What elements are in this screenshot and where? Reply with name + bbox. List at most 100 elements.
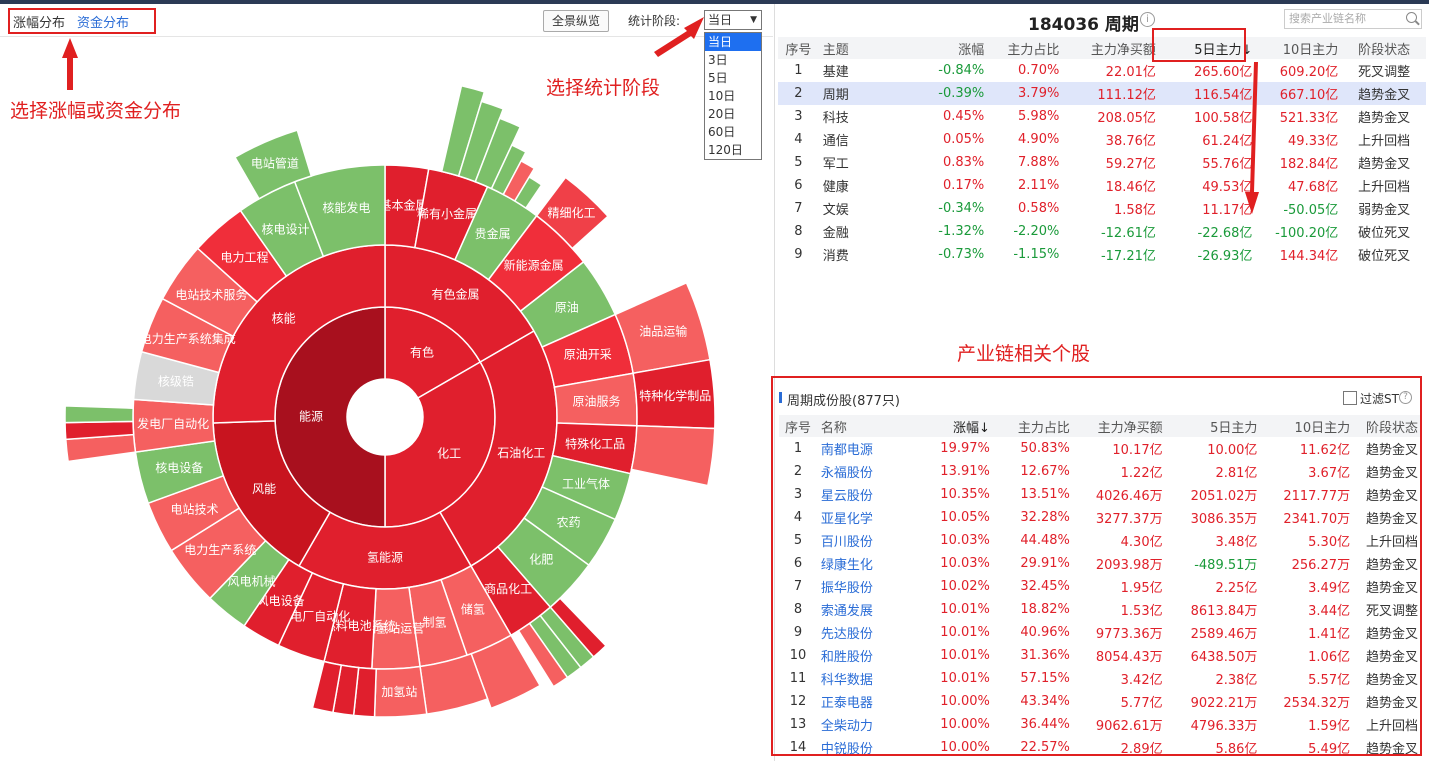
table-row[interactable]: 6 健康 0.17% 2.11% 18.46亿 49.53亿 47.68亿 上升回档: [778, 174, 1426, 197]
stock-name-link[interactable]: 正泰电器: [820, 696, 873, 711]
table-row[interactable]: 3 星云股份 10.35% 13.51% 4026.46万 2051.02万 2117.77…: [779, 483, 1420, 506]
help-icon[interactable]: ?: [1399, 391, 1412, 404]
period-option[interactable]: 20日: [708, 107, 736, 121]
period-select[interactable]: 当日 ▼: [704, 10, 762, 30]
table-row[interactable]: 2 永福股份 13.91% 12.67% 1.22亿 2.81亿 3.67亿 趋势金叉: [779, 460, 1420, 483]
row-net: 8054.43万: [1095, 650, 1163, 665]
row-theme[interactable]: 文娱: [822, 203, 849, 218]
sunburst-ring2-segment-label: 有色金属: [431, 286, 479, 301]
row-theme[interactable]: 军工: [822, 157, 849, 172]
period-option[interactable]: 60日: [708, 125, 736, 139]
row-theme[interactable]: 通信: [822, 134, 849, 149]
sunburst-ring3-segment-label: 稀有小金属: [417, 206, 477, 221]
row-theme[interactable]: 健康: [822, 180, 849, 195]
table-row[interactable]: 5 军工 0.83% 7.88% 59.27亿 55.76亿 182.84亿 趋势金叉: [778, 151, 1426, 174]
col-change[interactable]: 涨幅↓: [922, 415, 994, 437]
table-row[interactable]: 7 文娱 -0.34% 0.58% 1.58亿 11.17亿 -50.05亿 弱势金叉: [778, 197, 1426, 220]
stock-name-link[interactable]: 索通发展: [820, 604, 873, 619]
col-change[interactable]: 涨幅: [923, 37, 989, 59]
col-theme[interactable]: 主题: [818, 37, 924, 59]
overview-button[interactable]: 全景纵览: [543, 10, 609, 32]
table-row[interactable]: 3 科技 0.45% 5.98% 208.05亿 100.58亿 521.33亿 趋势金叉: [778, 105, 1426, 128]
table-row[interactable]: 8 金融 -1.32% -2.20% -12.61亿 -22.68亿 -100.20亿 破位死…: [778, 220, 1426, 243]
col-ratio[interactable]: 主力占比: [988, 37, 1064, 59]
row-no: 12: [789, 694, 807, 709]
stock-name-link[interactable]: 中锐股份: [820, 742, 873, 756]
sunburst-outer-segment[interactable]: [513, 175, 543, 210]
stock-name-link[interactable]: 亚星化学: [820, 512, 873, 527]
table-row[interactable]: 13 全柴动力 10.00% 36.44% 9062.61万 4796.33万 1.59亿上…: [779, 713, 1420, 736]
row-theme[interactable]: 科技: [822, 111, 849, 126]
period-option[interactable]: 3日: [708, 53, 728, 67]
sunburst-outer-segment[interactable]: [311, 660, 343, 714]
tab-rise-distribution[interactable]: 涨幅分布: [13, 15, 66, 31]
table-row[interactable]: 8 索通发展 10.01% 18.82% 1.53亿 8613.84万 3.44亿 死叉调整: [779, 598, 1420, 621]
col-10d[interactable]: 10日主力: [1261, 415, 1355, 437]
table-row[interactable]: 4 通信 0.05% 4.90% 38.76亿 61.24亿 49.33亿 上升回档: [778, 128, 1426, 151]
table-row[interactable]: 5 百川股份 10.03% 44.48% 4.30亿 3.48亿 5.30亿 上升回档: [779, 529, 1420, 552]
chain-search-input[interactable]: 搜索产业链名称: [1284, 9, 1422, 29]
row-change: 10.01%: [940, 671, 990, 686]
row-5d: 8613.84万: [1190, 604, 1258, 619]
highlight-5d-column: [1152, 28, 1246, 62]
row-no: 9: [793, 625, 803, 640]
filter-st-checkbox[interactable]: 过滤ST: [1343, 390, 1399, 407]
table-row[interactable]: 1 南都电源 19.97% 50.83% 10.17亿 10.00亿 11.62亿 趋势金叉: [779, 437, 1420, 460]
stock-name-link[interactable]: 百川股份: [820, 535, 873, 550]
col-state[interactable]: 阶段状态: [1342, 37, 1426, 59]
col-state[interactable]: 阶段状态: [1354, 415, 1420, 437]
stock-name-link[interactable]: 星云股份: [820, 489, 873, 504]
stock-name-link[interactable]: 科华数据: [820, 673, 873, 688]
search-icon[interactable]: [1406, 12, 1417, 23]
table-row[interactable]: 7 振华股份 10.02% 32.45% 1.95亿 2.25亿 3.49亿 趋势金叉: [779, 575, 1420, 598]
info-icon[interactable]: i: [1140, 12, 1155, 27]
sunburst-ring3-segment[interactable]: [293, 164, 386, 258]
stock-name-link[interactable]: 全柴动力: [820, 719, 873, 734]
col-10d[interactable]: 10日主力: [1256, 37, 1343, 59]
stock-name-link[interactable]: 和胜股份: [820, 650, 873, 665]
stock-name-link[interactable]: 振华股份: [820, 581, 873, 596]
sunburst-outer-segment[interactable]: [517, 622, 569, 688]
table-row[interactable]: 9 先达股份 10.01% 40.96% 9773.36万 2589.46万 1.41亿 趋势…: [779, 621, 1420, 644]
col-net[interactable]: 主力净买额: [1063, 37, 1160, 59]
checkbox-box[interactable]: [1343, 391, 1357, 405]
sunburst-outer-segment[interactable]: [630, 425, 716, 487]
row-theme[interactable]: 基建: [822, 65, 849, 80]
period-option[interactable]: 120日: [708, 143, 743, 157]
table-row[interactable]: 10 和胜股份 10.01% 31.36% 8054.43万 6438.50万 1.06亿趋…: [779, 644, 1420, 667]
table-row[interactable]: 14 中锐股份 10.00% 22.57% 2.89亿 5.86亿 5.49亿 趋势金叉: [779, 736, 1420, 756]
table-row[interactable]: 1 基建 -0.84% 0.70% 22.01亿 265.60亿 609.20亿 死叉调整: [778, 59, 1426, 82]
row-theme[interactable]: 金融: [822, 226, 849, 241]
table-row[interactable]: 4 亚星化学 10.05% 32.28% 3277.37万 3086.35万 2341.70…: [779, 506, 1420, 529]
stock-name-link[interactable]: 先达股份: [820, 627, 873, 642]
stock-name-link[interactable]: 永福股份: [820, 466, 873, 481]
annotation-period: 选择统计阶段: [546, 77, 661, 99]
table-row[interactable]: 6 绿康生化 10.03% 29.91% 2093.98万 -489.51万 256.27万…: [779, 552, 1420, 575]
row-10d: 2534.32万: [1283, 696, 1351, 711]
stock-name-link[interactable]: 绿康生化: [820, 558, 873, 573]
col-5d[interactable]: 5日主力: [1166, 415, 1262, 437]
col-net[interactable]: 主力净买额: [1073, 415, 1167, 437]
col-no[interactable]: 序号: [778, 37, 819, 59]
sunburst-outer-segment[interactable]: [233, 129, 313, 200]
col-name[interactable]: 名称: [816, 415, 923, 437]
col-5d[interactable]: 5日主力↓: [1159, 37, 1257, 59]
col-ratio[interactable]: 主力占比: [993, 415, 1074, 437]
row-theme[interactable]: 消费: [822, 249, 849, 264]
table-row[interactable]: 11 科华数据 10.01% 57.15% 3.42亿 2.38亿 5.57亿 趋势金叉: [779, 667, 1420, 690]
row-change: 0.45%: [942, 109, 985, 124]
period-option[interactable]: 5日: [708, 71, 728, 85]
tab-fund-distribution[interactable]: 资金分布: [77, 15, 130, 31]
col-no[interactable]: 序号: [779, 415, 817, 437]
sunburst-outer-segment[interactable]: [64, 405, 134, 424]
table-row[interactable]: 2 周期 -0.39% 3.79% 111.12亿 116.54亿 667.10亿 趋势金叉: [778, 82, 1426, 105]
sunburst-outer-segment[interactable]: [535, 176, 610, 250]
row-theme[interactable]: 周期: [818, 82, 924, 105]
table-row[interactable]: 9 消费 -0.73% -1.15% -17.21亿 -26.93亿 144.34亿 破位死叉: [778, 243, 1426, 266]
row-net: 38.76亿: [1105, 134, 1156, 149]
table-row[interactable]: 12 正泰电器 10.00% 43.34% 5.77亿 9022.21万 2534.32万趋…: [779, 690, 1420, 713]
stock-name-link[interactable]: 南都电源: [820, 443, 873, 458]
period-option[interactable]: 10日: [708, 89, 736, 103]
period-option[interactable]: 当日: [705, 33, 761, 51]
